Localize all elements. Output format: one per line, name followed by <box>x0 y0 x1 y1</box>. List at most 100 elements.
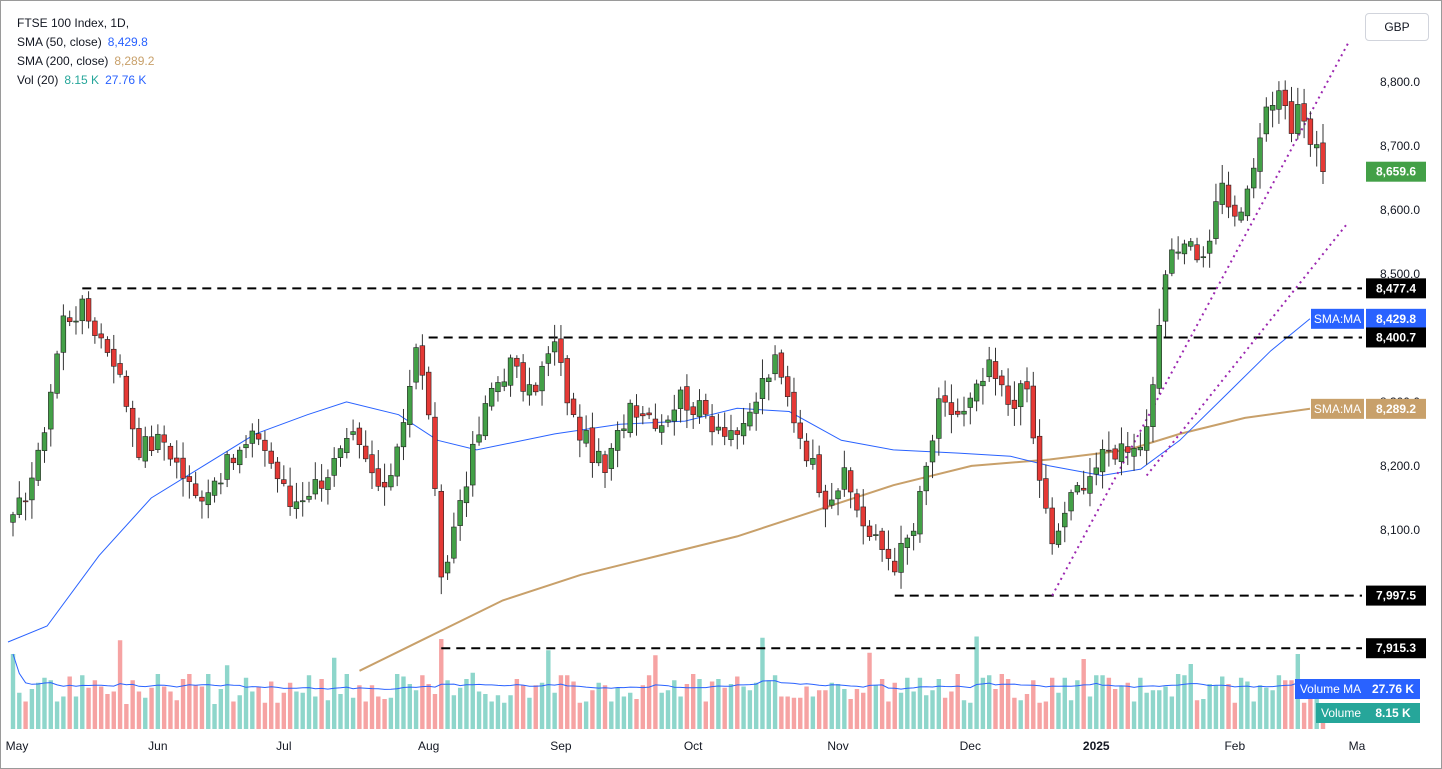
volume-bar <box>86 687 91 729</box>
candle <box>501 368 507 392</box>
legend-sma50-value: 8,429.8 <box>107 35 148 49</box>
volume-bar <box>602 685 608 729</box>
volume-bar <box>1081 659 1086 729</box>
candle-body <box>123 375 130 407</box>
candle <box>293 482 300 519</box>
candle-body <box>1213 201 1219 239</box>
volume-bar <box>193 685 198 729</box>
candle-body <box>596 450 602 464</box>
candle-body <box>1251 167 1257 189</box>
y-tick-label: 8,700.0 <box>1380 139 1420 153</box>
volume-bar <box>476 691 482 729</box>
candle <box>973 379 980 412</box>
legend-volume-value: 8.15 K <box>64 73 100 87</box>
volume-bar <box>930 690 935 729</box>
volume-bar <box>426 684 431 729</box>
candle-body <box>747 411 753 427</box>
volume-bar <box>155 674 161 729</box>
candle <box>728 414 734 447</box>
volume-bar <box>816 690 822 729</box>
currency-button[interactable]: GBP <box>1365 13 1429 41</box>
volume-bar <box>1049 677 1055 729</box>
candle <box>841 450 848 497</box>
candle-body <box>104 339 111 353</box>
volume-bar <box>313 696 318 729</box>
price-label-value: 8,429.8 <box>1376 312 1416 326</box>
candle-body <box>318 480 325 489</box>
candle-body <box>463 486 470 504</box>
candle <box>665 415 671 428</box>
candle-body <box>1068 492 1074 512</box>
candle <box>211 477 218 503</box>
volume-bar <box>684 684 690 729</box>
candle <box>92 317 98 344</box>
candle <box>1175 236 1181 260</box>
candle-body <box>1024 381 1030 390</box>
candle <box>596 438 602 467</box>
candle <box>822 484 829 528</box>
candle <box>186 465 193 499</box>
volume-label-tag-bg <box>1316 703 1366 723</box>
volume-bar <box>892 682 897 729</box>
volume-bar <box>760 637 765 729</box>
candle-body <box>822 490 829 510</box>
candle-body <box>155 433 161 450</box>
volume-bar <box>1075 680 1080 729</box>
candle <box>690 401 696 429</box>
candle <box>425 366 432 420</box>
candle-body <box>1188 241 1194 247</box>
volume-bar <box>665 690 671 729</box>
candle-body <box>41 432 48 452</box>
volume-bar <box>968 702 973 729</box>
candle <box>381 463 388 506</box>
candle-body <box>728 430 734 440</box>
volume-bar <box>1182 675 1187 729</box>
candle-body <box>419 345 426 376</box>
volume-bar <box>338 694 343 729</box>
candle <box>784 365 791 407</box>
candle-body <box>671 409 677 422</box>
candle-body <box>602 454 608 473</box>
volume-bar <box>520 685 526 729</box>
volume-bar <box>1037 702 1042 729</box>
price-label-bg <box>1366 278 1426 299</box>
candle-body <box>892 560 898 573</box>
candle <box>942 380 948 417</box>
candle <box>337 445 344 467</box>
volume-bar <box>798 697 803 729</box>
candle <box>350 419 356 441</box>
candle <box>1080 470 1087 495</box>
candle <box>577 404 583 458</box>
volume-bar <box>980 677 986 729</box>
volume-bar <box>80 675 85 729</box>
candle <box>1282 80 1288 120</box>
candle <box>331 447 337 487</box>
candle <box>1005 368 1011 416</box>
candle <box>955 398 961 418</box>
candle <box>709 404 715 446</box>
volume-bar <box>596 682 601 729</box>
candle <box>476 416 482 446</box>
candle-body <box>470 443 476 486</box>
candle-body <box>350 431 356 435</box>
candle-body <box>73 320 79 323</box>
volume-bar <box>1163 686 1168 729</box>
candle-body <box>703 400 709 415</box>
volume-bar <box>275 702 280 729</box>
volume-label-bg <box>1366 703 1420 723</box>
candle <box>1036 419 1043 498</box>
candle-body <box>274 461 281 480</box>
volume-label-tag: Volume MA <box>1300 682 1361 696</box>
volume-bar <box>281 692 287 729</box>
volume-bar <box>369 685 375 729</box>
candle-body <box>583 430 589 444</box>
candle <box>463 471 470 517</box>
candle-body <box>766 377 772 382</box>
candle-body <box>337 448 344 458</box>
volume-bar <box>1106 677 1112 729</box>
candle <box>79 295 85 335</box>
candle <box>671 394 677 436</box>
candle <box>759 359 766 415</box>
candle-body <box>570 398 577 415</box>
